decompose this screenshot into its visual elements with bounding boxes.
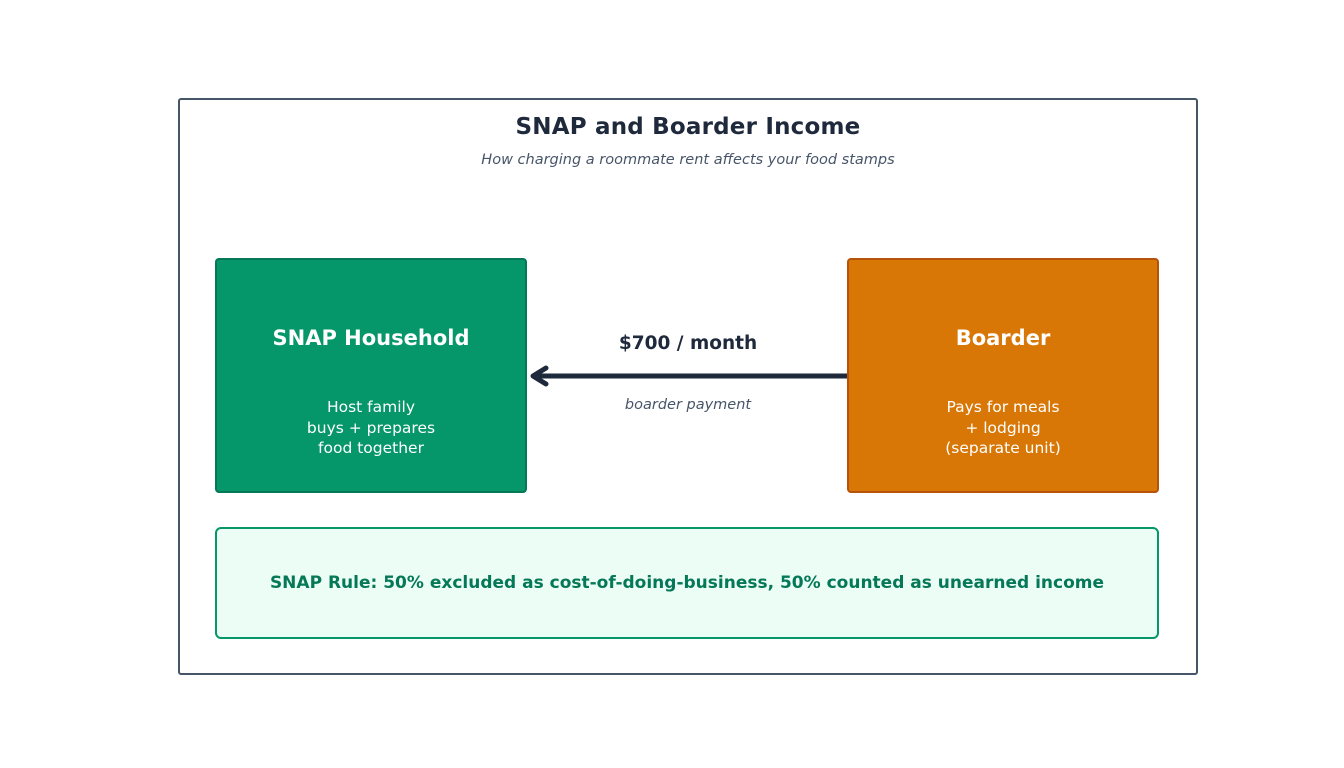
- boarder-box: Boarder Pays for meals + lodging (separa…: [847, 258, 1159, 493]
- household-line: Host family: [326, 398, 416, 416]
- boarder-title: Boarder: [955, 326, 1051, 350]
- boarder-line: Pays for meals: [946, 398, 1060, 416]
- page-title: SNAP and Boarder Income: [515, 114, 861, 140]
- household-line: food together: [318, 439, 424, 457]
- boarder-line: + lodging: [965, 418, 1041, 437]
- boarder-description: Pays for meals + lodging (separate unit): [849, 397, 1157, 459]
- payment-amount-label: $700 / month: [618, 333, 758, 354]
- page-subtitle: How charging a roommate rent affects you…: [481, 152, 895, 168]
- snap-household-box: SNAP Household Host family buys + prepar…: [215, 258, 527, 493]
- household-line: buys + prepares: [306, 418, 436, 437]
- payment-description-label: boarder payment: [624, 397, 752, 413]
- payment-arrow: [530, 365, 848, 387]
- snap-household-description: Host family buys + prepares food togethe…: [217, 397, 525, 459]
- payment-arrow-head: [530, 365, 549, 387]
- snap-household-title: SNAP Household: [272, 326, 470, 350]
- boarder-line: (separate unit): [945, 439, 1061, 457]
- snap-rule-box: SNAP Rule: 50% excluded as cost-of-doing…: [215, 527, 1159, 639]
- snap-rule-text: SNAP Rule: 50% excluded as cost-of-doing…: [269, 573, 1105, 593]
